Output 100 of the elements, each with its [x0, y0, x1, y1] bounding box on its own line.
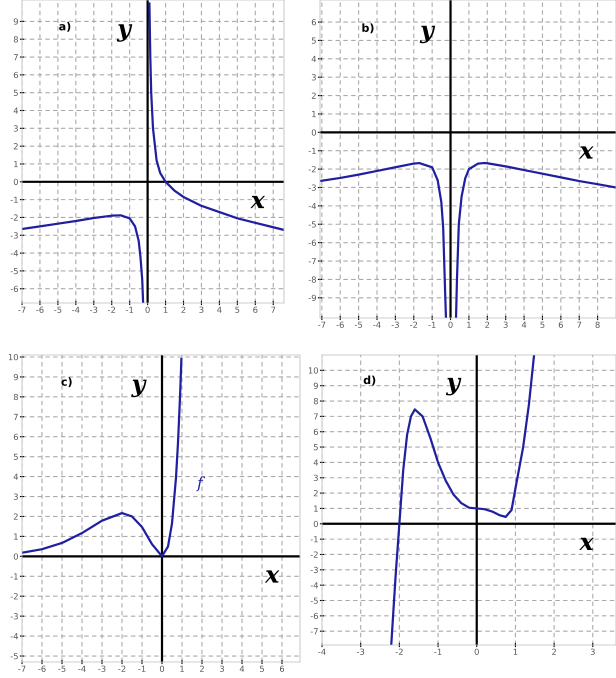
y-tick-label: -5: [310, 598, 318, 604]
x-tick-label: 0: [146, 306, 150, 313]
y-tick-label: 1: [14, 161, 18, 168]
y-tick-label: 8: [14, 36, 18, 42]
y-axis-title: y: [116, 24, 132, 42]
x-tick-label: -7: [18, 666, 26, 672]
x-tick-label: -6: [36, 306, 44, 313]
x-tick-label: -7: [318, 322, 326, 328]
y-tick-label: 4: [314, 460, 318, 466]
x-tick-label: -2: [118, 666, 126, 672]
text: d): [364, 376, 376, 386]
x-tick-label: 6: [280, 666, 284, 672]
y-tick-label: 4: [14, 474, 18, 480]
x-tick-label: -4: [72, 306, 80, 313]
y-tick-label: 7: [314, 413, 318, 420]
x-tick-label: 1: [164, 306, 168, 313]
y-tick-label: 6: [314, 428, 318, 436]
y-tick-label: 10: [8, 354, 18, 360]
x-tick-label: 1: [467, 322, 471, 328]
y-tick-label: 9: [14, 18, 18, 25]
x-tick-label: 3: [590, 648, 595, 655]
x-tick-label: 5: [540, 322, 544, 328]
y-tick-label: 6: [14, 72, 18, 78]
x-tick-label: -6: [38, 666, 46, 672]
y-tick-label: 6: [14, 434, 18, 440]
x-tick-label: 1: [514, 648, 518, 655]
y-tick-label: 6: [312, 19, 316, 26]
y-tick-label: 2: [14, 513, 18, 520]
x-tick-label: -2: [108, 306, 116, 313]
x-tick-label: 5: [235, 306, 240, 313]
y-tick-label: 7: [14, 414, 18, 420]
y-tick-label: 2: [312, 92, 316, 99]
y-tick-label: 5: [14, 90, 18, 96]
y-tick-label: -3: [10, 613, 18, 620]
x-tick-label: 0: [448, 322, 453, 328]
x-tick-label: 7: [271, 306, 276, 313]
y-tick-label: -6: [310, 612, 318, 620]
x-axis-title: x: [264, 570, 280, 583]
x-tick-label: 2: [200, 666, 204, 672]
x-tick-label: -3: [90, 306, 98, 313]
x-axis-title: x: [578, 146, 594, 159]
y-tick-label: 1: [314, 506, 318, 512]
y-tick-label: 8: [14, 394, 18, 400]
y-tick-label: -5: [308, 221, 316, 228]
y-tick-label: -4: [308, 202, 316, 210]
y-tick-label: 5: [14, 454, 18, 460]
y-tick-label: 1: [312, 111, 316, 118]
x-tick-label: -7: [18, 306, 26, 313]
x-tick-label: -4: [78, 666, 86, 672]
y-tick-label: -4: [310, 582, 318, 588]
x-tick-label: -1: [434, 648, 442, 655]
x-tick-label: -1: [428, 322, 436, 328]
x-tick-label: 3: [199, 306, 204, 313]
x-tick-label: -6: [336, 322, 344, 328]
y-tick-label: -3: [308, 184, 316, 191]
y-tick-label: 3: [312, 74, 316, 80]
y-axis-title: y: [131, 380, 147, 398]
y-tick-label: 10: [308, 367, 318, 374]
x-tick-label: -2: [396, 648, 403, 655]
y-tick-label: 0: [314, 520, 318, 528]
x-tick-label: -3: [356, 648, 364, 655]
y-tick-label: 3: [14, 125, 18, 132]
y-tick-label: 5: [314, 444, 318, 450]
x-tick-label: 4: [217, 306, 222, 313]
x-tick-label: 0: [474, 648, 479, 655]
y-tick-label: -2: [10, 593, 18, 600]
x-tick-label: 6: [558, 322, 563, 328]
text: c): [61, 377, 72, 388]
y-tick-label: -2: [310, 551, 318, 558]
x-tick-label: -5: [58, 666, 66, 672]
y-tick-label: -8: [308, 276, 316, 283]
y-tick-label: -1: [310, 536, 318, 542]
y-tick-label: -5: [10, 653, 18, 660]
x-tick-label: 2: [181, 306, 186, 313]
x-tick-label: 4: [240, 666, 244, 672]
x-tick-label: 8: [596, 322, 600, 328]
x-tick-label: -5: [54, 306, 62, 313]
y-tick-label: 5: [312, 38, 316, 44]
y-tick-label: -4: [10, 250, 18, 256]
x-tick-label: -1: [126, 306, 134, 313]
y-tick-label: 9: [14, 374, 18, 380]
y-tick-label: -7: [310, 628, 318, 634]
x-tick-label: 3: [504, 322, 508, 328]
x-axis-title: x: [579, 538, 594, 550]
y-tick-label: 2: [14, 143, 18, 150]
y-tick-label: 0: [312, 129, 316, 136]
y-tick-label: -6: [10, 286, 18, 292]
x-tick-label: 7: [577, 322, 582, 328]
y-tick-label: -9: [308, 294, 316, 302]
y-axis-title: y: [446, 378, 462, 396]
x-tick-label: 6: [253, 306, 258, 313]
y-tick-label: 8: [314, 398, 318, 404]
y-tick-label: -2: [308, 166, 316, 172]
x-tick-label: -3: [98, 666, 106, 672]
y-tick-label: 4: [14, 108, 18, 114]
x-tick-label: 3: [220, 666, 224, 672]
line-series: [22, 358, 183, 558]
x-tick-label: -2: [410, 322, 418, 328]
text: b): [362, 23, 374, 34]
x-tick-label: 5: [260, 666, 264, 672]
